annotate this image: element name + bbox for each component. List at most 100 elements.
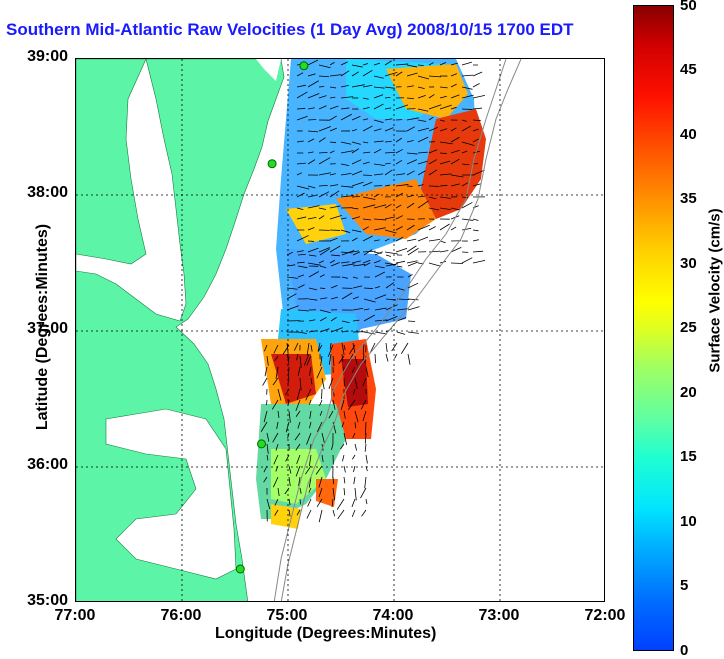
velocity-arrow [417, 127, 430, 132]
velocity-arrow [297, 253, 306, 256]
velocity-arrow [395, 173, 406, 176]
velocity-arrow [385, 282, 395, 289]
velocity-arrow [340, 163, 350, 167]
velocity-arrow [373, 227, 386, 231]
velocity-arrow [305, 388, 312, 401]
colorbar-tick: 20 [680, 384, 697, 401]
velocity-arrow [417, 108, 429, 112]
velocity-arrow [285, 421, 290, 433]
velocity-arrow [362, 259, 371, 264]
velocity-arrow [262, 377, 268, 386]
velocity-arrow [341, 320, 350, 324]
velocity-arrow [406, 117, 419, 121]
velocity-arrow [307, 151, 314, 154]
velocity-arrow [329, 115, 337, 121]
velocity-arrow [305, 465, 312, 475]
velocity-arrow [373, 239, 380, 242]
map-svg [76, 59, 604, 601]
x-tick: 75:00 [266, 607, 308, 624]
velocity-arrow [461, 163, 470, 166]
velocity-arrow [307, 130, 319, 133]
velocity-arrow [329, 173, 336, 176]
velocity-arrow [341, 276, 348, 279]
velocity-arrow [271, 399, 279, 410]
velocity-arrow [341, 292, 353, 300]
velocity-arrow [373, 75, 384, 79]
velocity-arrow [288, 476, 291, 487]
velocity-arrow [307, 498, 312, 507]
velocity-arrow [340, 70, 350, 77]
velocity-arrow [284, 487, 290, 495]
velocity-arrow [450, 246, 462, 253]
velocity-arrow [396, 287, 405, 291]
velocity-arrow [264, 344, 268, 352]
velocity-arrow [307, 185, 316, 189]
velocity-arrow [342, 454, 345, 462]
velocity-arrow [340, 261, 350, 264]
station-marker [267, 159, 277, 169]
velocity-arrow [287, 366, 290, 379]
velocity-arrow [295, 399, 301, 412]
velocity-arrow [332, 509, 336, 517]
velocity-arrow [362, 161, 370, 165]
velocity-arrow [417, 119, 427, 122]
velocity-arrow [354, 487, 357, 501]
velocity-arrow [450, 106, 457, 110]
velocity-arrow [406, 194, 415, 198]
velocity-arrow [461, 218, 474, 221]
velocity-arrow [272, 432, 279, 443]
velocity-arrow [461, 94, 474, 99]
velocity-arrow [294, 342, 299, 351]
velocity-arrow [329, 150, 335, 154]
velocity-arrow [336, 498, 345, 510]
velocity-arrow [428, 104, 442, 110]
velocity-arrow [450, 83, 457, 88]
velocity-arrow [307, 80, 319, 88]
velocity-arrow [417, 184, 424, 187]
velocity-arrow [407, 320, 416, 322]
velocity-arrow [273, 344, 279, 354]
velocity-arrow [332, 476, 335, 485]
velocity-arrow [319, 328, 330, 333]
velocity-arrow [286, 293, 297, 300]
velocity-arrow [428, 126, 438, 132]
chart-title: Southern Mid-Atlantic Raw Velocities (1 … [6, 20, 574, 39]
velocity-arrow [472, 128, 479, 132]
velocity-arrow [450, 62, 458, 66]
velocity-arrow [329, 127, 337, 132]
velocity-arrow [472, 95, 486, 99]
velocity-arrow [352, 319, 360, 322]
velocity-arrow [450, 149, 460, 154]
velocity-arrow [384, 169, 393, 176]
velocity-arrow [340, 399, 345, 411]
velocity-arrow [450, 73, 458, 77]
velocity-arrow [461, 141, 475, 146]
velocity-arrow [351, 498, 356, 508]
velocity-arrow [384, 127, 394, 132]
velocity-arrow [461, 182, 469, 187]
velocity-arrow [450, 262, 463, 264]
velocity-arrow [318, 247, 330, 253]
velocity-arrow [351, 509, 356, 518]
velocity-arrow [321, 377, 325, 390]
velocity-arrow [407, 306, 420, 311]
velocity-arrow [406, 202, 415, 209]
velocity-arrow [307, 159, 316, 165]
velocity-arrow [395, 71, 403, 77]
velocity-arrow [373, 128, 382, 132]
velocity-arrow [461, 227, 472, 231]
bathymetry-contour [280, 59, 522, 601]
velocity-arrow [450, 158, 460, 165]
velocity-arrow [428, 62, 434, 66]
velocity-arrow [331, 498, 334, 508]
velocity-arrow [329, 141, 337, 144]
velocity-arrow [384, 184, 391, 187]
velocity-arrow [341, 342, 345, 355]
station-marker [299, 61, 309, 71]
velocity-arrow [352, 263, 366, 267]
velocity-arrow [307, 262, 321, 266]
velocity-arrow [395, 184, 409, 187]
velocity-arrow [373, 251, 382, 254]
velocity-arrow [351, 84, 365, 88]
velocity-arrow [329, 96, 336, 99]
